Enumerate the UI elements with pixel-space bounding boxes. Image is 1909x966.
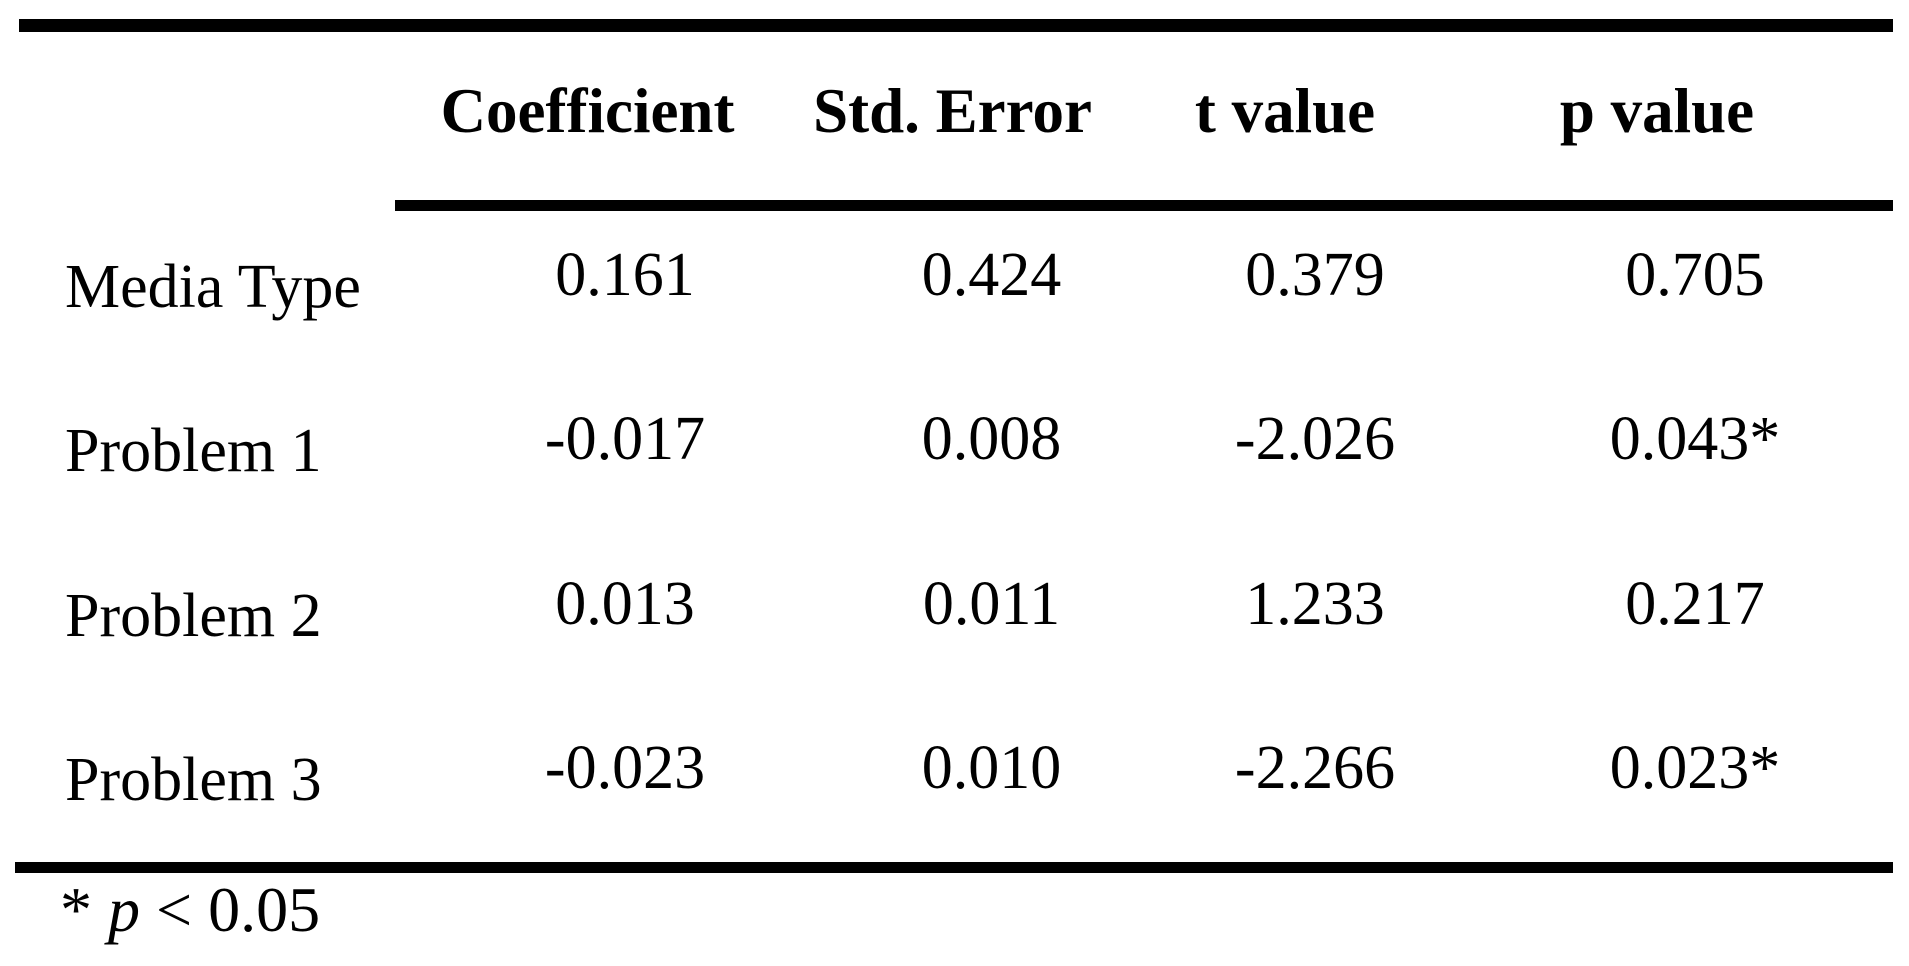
cell-problem-3-p-value: 0.023* (1609, 733, 1781, 802)
footnote-p-symbol: p (108, 874, 140, 945)
header-underline-rule (395, 200, 1893, 211)
row-label-media-type: Media Type (65, 253, 361, 322)
cell-problem-3-t-value: -2.266 (1234, 733, 1396, 802)
row-label-problem-1: Problem 1 (65, 417, 322, 486)
cell-problem-2-std-error: 0.011 (922, 569, 1061, 638)
cell-problem-1-p-value: 0.043* (1609, 405, 1781, 474)
cell-problem-1-t-value: -2.026 (1234, 405, 1396, 474)
row-label-problem-2: Problem 2 (65, 581, 322, 650)
table-top-rule (19, 19, 1893, 32)
column-header-coefficient: Coefficient (440, 76, 735, 146)
header-corner-blank (0, 0, 440, 205)
cell-media-type-std-error: 0.424 (921, 241, 1062, 310)
significance-footnote: * p < 0.05 (60, 878, 320, 942)
cell-media-type-t-value: 0.379 (1245, 241, 1385, 310)
cell-problem-2-p-value: 0.217 (1625, 569, 1765, 638)
column-header-std-error: Std. Error (813, 76, 1092, 146)
column-header-t-value: t value (1194, 76, 1376, 146)
cell-problem-3-coefficient: -0.023 (544, 733, 706, 802)
column-header-p-value: p value (1559, 76, 1755, 146)
cell-problem-1-coefficient: -0.017 (544, 405, 706, 474)
cell-media-type-p-value: 0.705 (1625, 241, 1765, 310)
table-grid: Coefficient Std. Error t value p value M… (0, 0, 1781, 814)
cell-media-type-coefficient: 0.161 (555, 241, 695, 310)
row-label-problem-3: Problem 3 (65, 745, 322, 814)
cell-problem-2-coefficient: 0.013 (555, 569, 695, 638)
footnote-threshold: < 0.05 (140, 874, 321, 945)
footnote-asterisk: * (60, 874, 108, 945)
table-bottom-rule (15, 862, 1893, 873)
cell-problem-3-std-error: 0.010 (921, 733, 1062, 802)
cell-problem-2-t-value: 1.233 (1245, 569, 1385, 638)
cell-problem-1-std-error: 0.008 (921, 405, 1062, 474)
